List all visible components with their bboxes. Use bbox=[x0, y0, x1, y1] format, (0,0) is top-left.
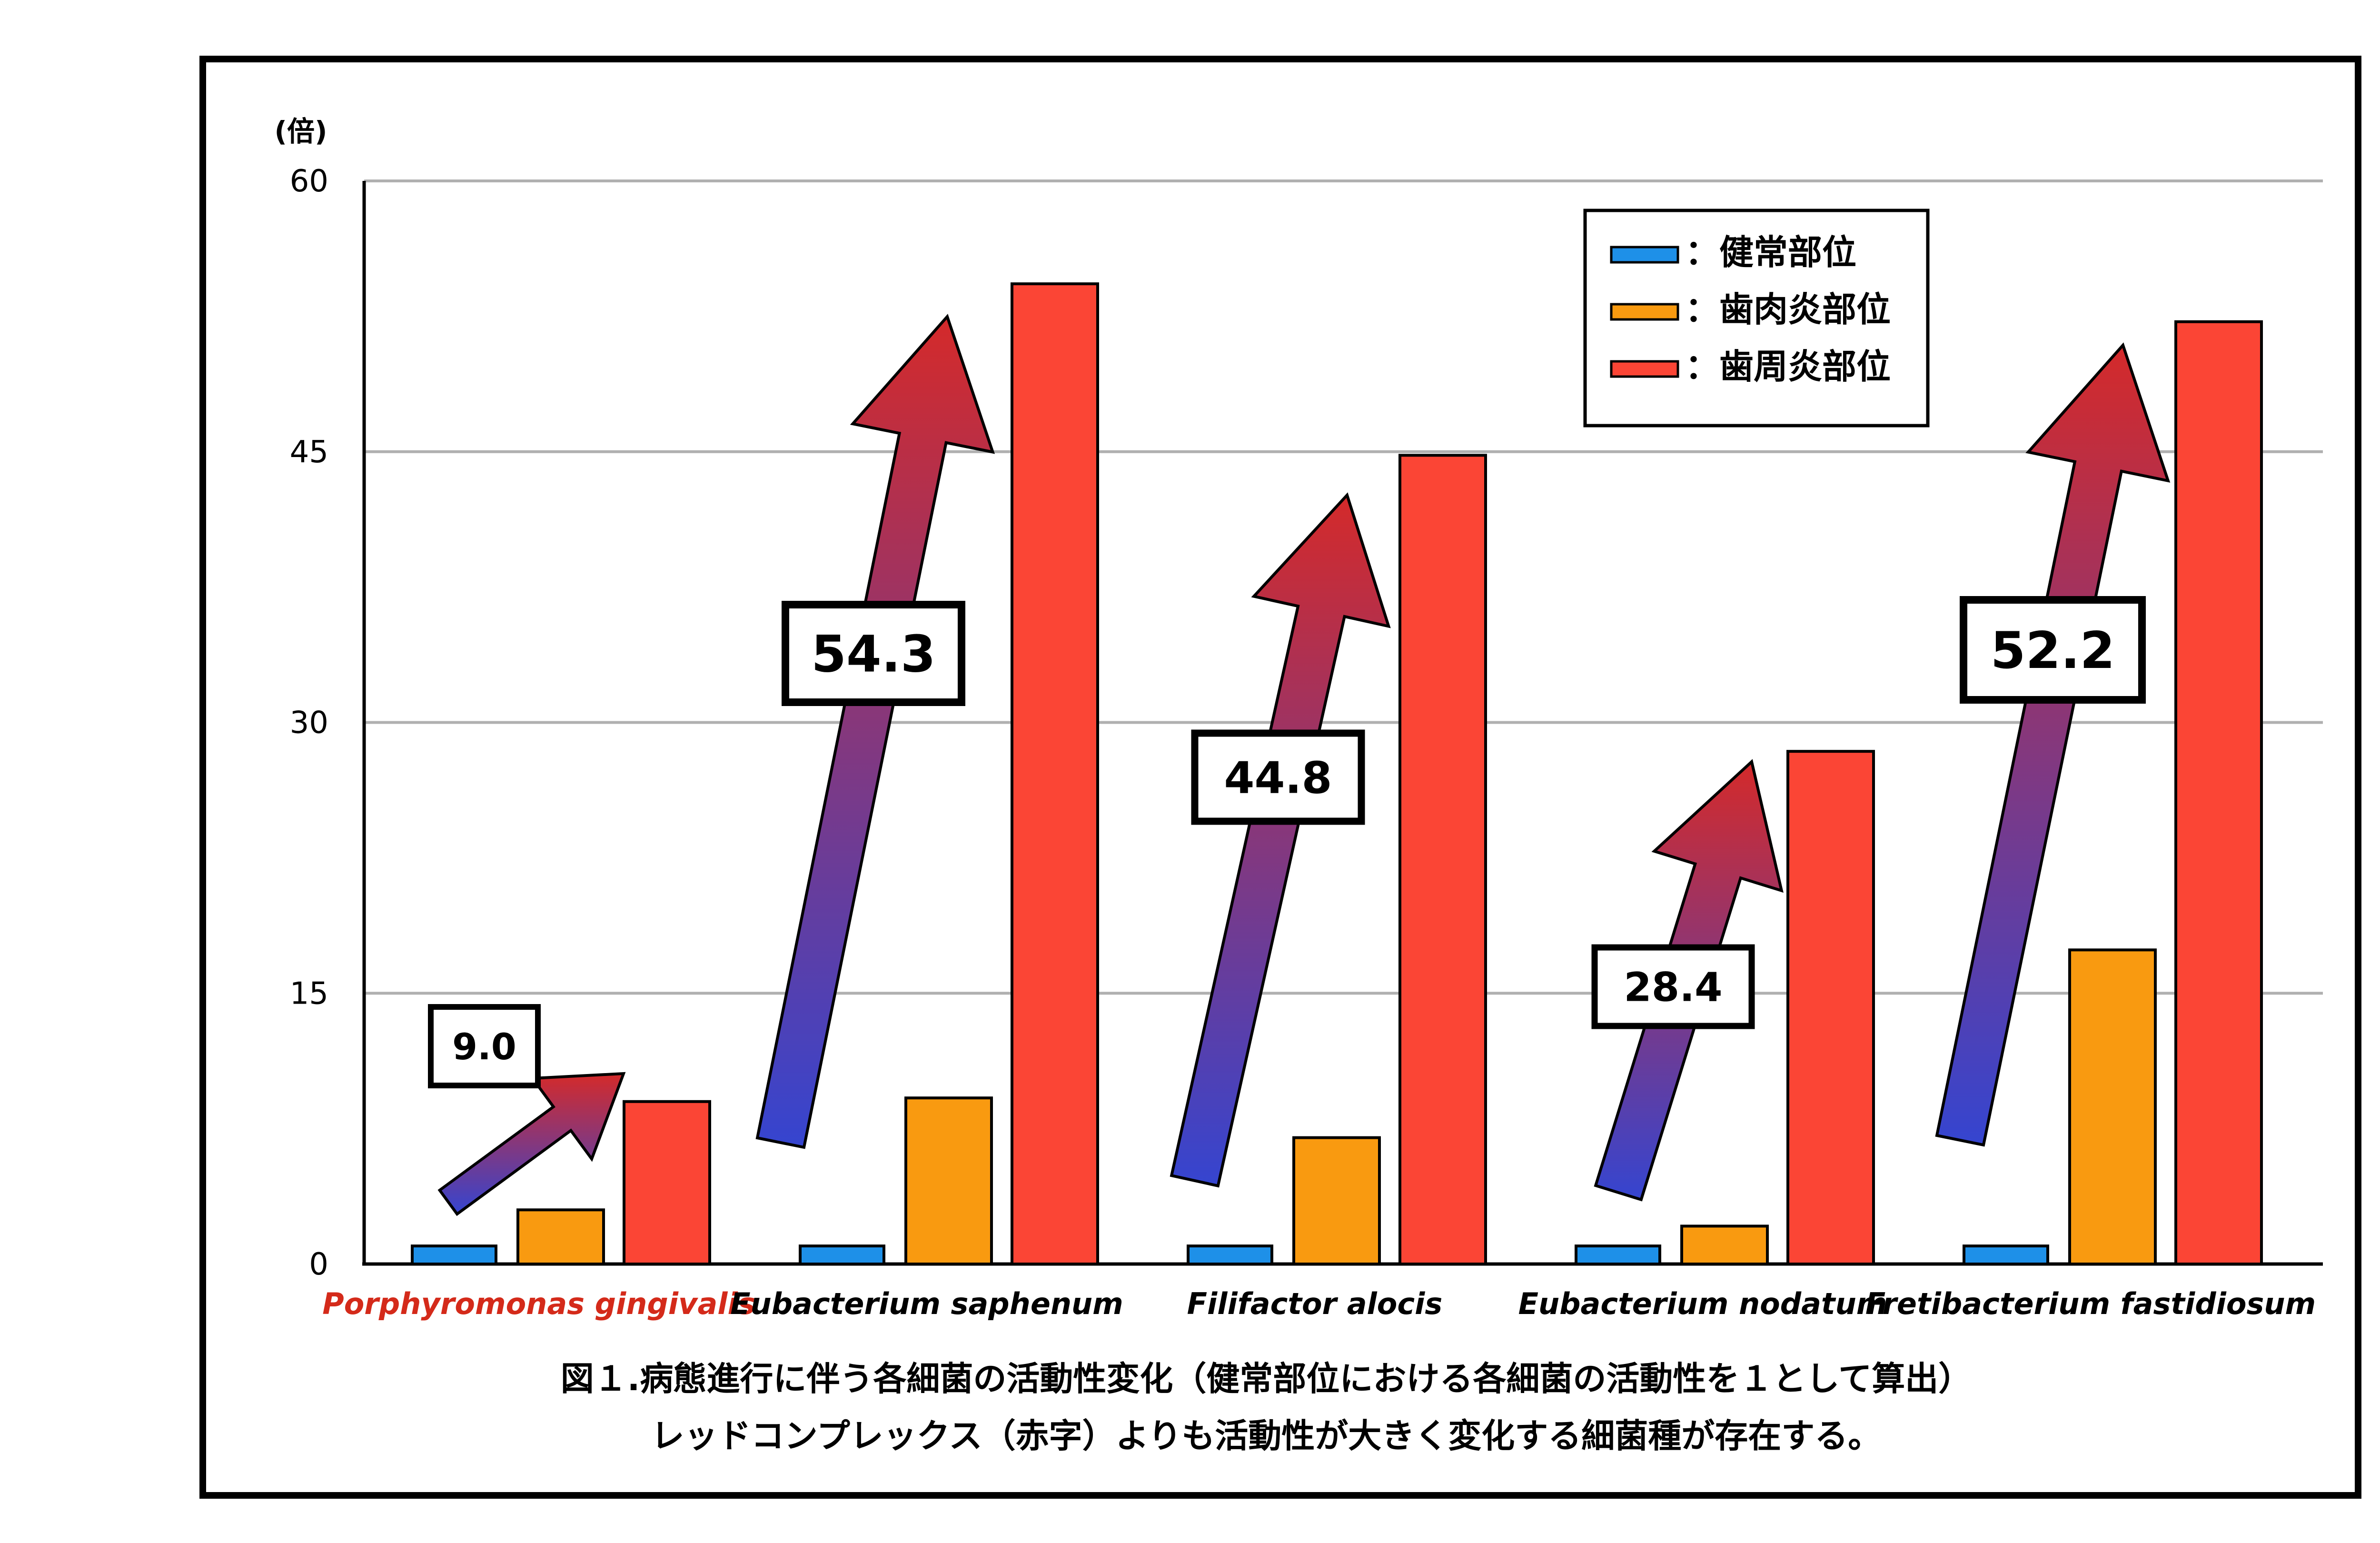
legend-label: ：歯肉炎部位 bbox=[1685, 289, 1891, 329]
bar bbox=[516, 1208, 605, 1265]
bar bbox=[1680, 1224, 1769, 1265]
annotation-box bbox=[1191, 729, 1365, 825]
y-tick-label: 30 bbox=[290, 706, 328, 741]
y-tick-label: 0 bbox=[309, 1247, 328, 1282]
annotation-value: 44.8 bbox=[1224, 753, 1332, 804]
annotation-value: 52.2 bbox=[1991, 621, 2115, 680]
category-label: Eubacterium saphenum bbox=[730, 1286, 1123, 1321]
bar bbox=[1292, 1136, 1381, 1265]
annotation-value: 9.0 bbox=[452, 1025, 516, 1068]
bar bbox=[2174, 320, 2263, 1265]
bar bbox=[1575, 1244, 1661, 1265]
increase-arrow bbox=[755, 314, 995, 1149]
annotation-value: 28.4 bbox=[1624, 964, 1722, 1011]
category-label: Porphyromonas gingivalis bbox=[322, 1286, 755, 1321]
y-unit-label: (倍) bbox=[274, 115, 327, 148]
legend-swatch bbox=[1610, 303, 1679, 321]
legend-swatch bbox=[1610, 246, 1679, 264]
legend-label: ：健常部位 bbox=[1685, 232, 1856, 272]
increase-arrow bbox=[437, 1072, 626, 1216]
bar bbox=[904, 1096, 993, 1266]
increase-arrow bbox=[1170, 492, 1391, 1188]
annotation-box bbox=[782, 601, 965, 706]
legend-label: ：歯周炎部位 bbox=[1685, 347, 1891, 387]
category-label: Filifactor alocis bbox=[1187, 1286, 1443, 1321]
bar bbox=[1187, 1244, 1273, 1265]
value-annotations: 9.0 54.3 44.8 28.4 52.2 bbox=[428, 596, 2146, 1088]
bar bbox=[1963, 1244, 2049, 1265]
bar bbox=[623, 1100, 711, 1265]
caption: 図１.病態進行に伴う各細菌の活動性変化（健常部位における各細菌の活動性を１として… bbox=[561, 1359, 1972, 1455]
annotation-box bbox=[1591, 944, 1755, 1029]
category-label: Eubacterium nodatum bbox=[1518, 1286, 1887, 1321]
increase-arrow bbox=[1935, 342, 2171, 1147]
caption-line-2: レッドコンプレックス（赤字）よりも活動性が大きく変化する細菌種が存在する。 bbox=[651, 1416, 1881, 1455]
annotation-box bbox=[1960, 596, 2146, 704]
y-tick-label: 45 bbox=[290, 435, 328, 470]
y-tick-labels: 0 15 30 45 60 bbox=[290, 164, 328, 1282]
legend: ：健常部位 ：歯肉炎部位 ：歯周炎部位 bbox=[1583, 209, 1930, 428]
y-tick-label: 15 bbox=[290, 976, 328, 1011]
annotation-value: 54.3 bbox=[811, 625, 936, 684]
annotation-box bbox=[428, 1004, 541, 1088]
bar bbox=[799, 1244, 885, 1265]
bar-series bbox=[411, 282, 2263, 1266]
bar bbox=[1398, 454, 1487, 1265]
bar bbox=[1786, 750, 1875, 1265]
legend-swatch bbox=[1610, 360, 1679, 378]
y-tick-label: 60 bbox=[290, 164, 328, 199]
bar bbox=[1011, 282, 1099, 1265]
category-label: Fretibacterium fastidiosum bbox=[1865, 1286, 2316, 1321]
bar bbox=[411, 1244, 497, 1265]
caption-line-1: 図１.病態進行に伴う各細菌の活動性変化（健常部位における各細菌の活動性を１として… bbox=[561, 1359, 1972, 1398]
bar bbox=[2068, 948, 2157, 1265]
